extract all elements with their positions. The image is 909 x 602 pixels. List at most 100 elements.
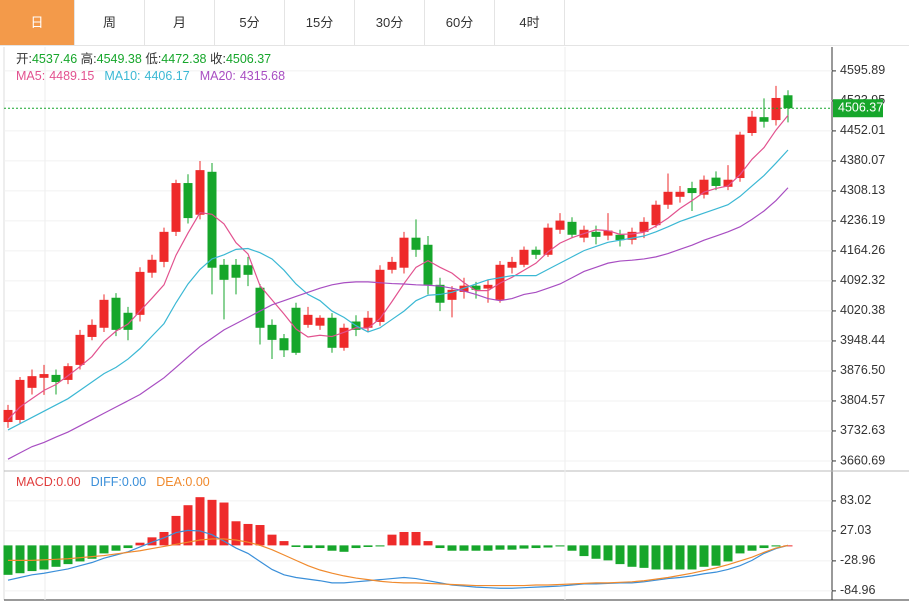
macd-bar (459, 545, 469, 551)
legend-name: DEA: (156, 475, 185, 489)
candle-body (279, 338, 289, 351)
macd-bar (603, 545, 613, 561)
y-tick-label: 4164.26 (840, 243, 885, 257)
candle-body (423, 244, 433, 285)
macd-bar (639, 545, 649, 568)
candle-body (315, 317, 325, 326)
y-tick-label: 83.02 (840, 493, 871, 507)
macd-bar (279, 541, 289, 546)
y-tick-label: 4380.07 (840, 153, 885, 167)
macd-bar (411, 531, 421, 546)
candle-body (63, 366, 73, 380)
candle-body (183, 183, 193, 219)
macd-bar (75, 545, 85, 562)
period-tab[interactable]: 4时 (495, 0, 565, 45)
macd-bar (123, 545, 133, 549)
macd-bar (435, 545, 445, 549)
macd-bar (327, 545, 337, 551)
candle-body (243, 265, 253, 275)
macd-legend: MACD:0.00 DIFF:0.00 DEA:0.00 (16, 475, 210, 489)
macd-bar (51, 545, 61, 567)
macd-bar (195, 497, 205, 546)
macd-bar (111, 545, 121, 551)
candle-body (543, 227, 553, 255)
macd-bar (651, 545, 661, 570)
y-tick-label: 3660.69 (840, 453, 885, 467)
ma-line (7, 149, 789, 431)
candle-body (375, 269, 385, 322)
macd-bar (291, 545, 301, 547)
candle-body (411, 237, 421, 250)
macd-bar (99, 545, 109, 554)
macd-bar (171, 515, 181, 546)
y-tick-label: 27.03 (840, 523, 871, 537)
label: 低: (145, 52, 161, 66)
candle-body (303, 314, 313, 325)
candle-body (387, 261, 397, 270)
macd-bar (543, 545, 553, 548)
label: 收: (210, 52, 226, 66)
period-tab[interactable]: 30分 (355, 0, 425, 45)
period-tabs: 日周月 5分 15分 30分 60分 4时 (0, 0, 909, 46)
macd-bar (555, 545, 565, 547)
macd-bar (531, 545, 541, 549)
y-tick-label: -84.96 (840, 583, 875, 597)
ohlc-header: 开:4537.46 高:4549.38 低:4472.38 收:4506.37 (16, 51, 271, 66)
candle-body (327, 317, 337, 348)
legend-name: MACD: (16, 475, 56, 489)
macd-bar (207, 499, 217, 546)
candle-body (27, 376, 37, 388)
candle-body (603, 230, 613, 236)
y-tick-label: 4308.13 (840, 183, 885, 197)
candle-body (783, 95, 793, 109)
macd-bar (495, 545, 505, 550)
candle-body (435, 284, 445, 303)
period-tab[interactable]: 日 (0, 0, 75, 45)
macd-bar (735, 545, 745, 554)
candle-body (711, 177, 721, 186)
legend-name: MA10: (104, 69, 140, 83)
candle-body (447, 289, 457, 300)
candle-body (159, 231, 169, 262)
macd-bar (15, 545, 25, 574)
y-tick-label: 4092.32 (840, 273, 885, 287)
current-price-label: 4506.37 (838, 101, 883, 115)
candle-body (531, 249, 541, 255)
macd-bar (747, 545, 757, 551)
ma-legend: MA5: 4489.15 MA10: 4406.17 MA20: 4315.68 (16, 69, 285, 83)
period-tab[interactable]: 月 (145, 0, 215, 45)
candle-body (195, 170, 205, 215)
legend-value: 0.00 (122, 475, 146, 489)
candle-body (399, 237, 409, 268)
legend-name: MA20: (200, 69, 236, 83)
candle-body (567, 221, 577, 235)
candle-body (723, 179, 733, 187)
value: 4472.38 (161, 52, 206, 66)
candle-body (339, 327, 349, 348)
legend-value: 0.00 (185, 475, 209, 489)
macd-bar (567, 545, 577, 551)
macd-bar (771, 545, 781, 547)
macd-bar (351, 545, 361, 549)
candle-body (771, 97, 781, 121)
period-tab[interactable]: 5分 (215, 0, 285, 45)
macd-bar (663, 545, 673, 570)
candle-body (39, 374, 49, 378)
candle-body (255, 287, 265, 328)
ma-line (7, 115, 789, 420)
macd-bar (363, 545, 373, 547)
macd-bar (303, 545, 313, 549)
period-tab[interactable]: 周 (75, 0, 145, 45)
candle-body (111, 297, 121, 330)
period-tab[interactable]: 15分 (285, 0, 355, 45)
macd-bar (39, 545, 49, 570)
period-tab[interactable]: 60分 (425, 0, 495, 45)
macd-bar (615, 545, 625, 565)
y-tick-label: 3804.57 (840, 393, 885, 407)
macd-bar (675, 545, 685, 570)
legend-value: 0.00 (56, 475, 80, 489)
legend-name: DIFF: (91, 475, 122, 489)
y-tick-label: 3876.50 (840, 363, 885, 377)
macd-bar (423, 541, 433, 546)
